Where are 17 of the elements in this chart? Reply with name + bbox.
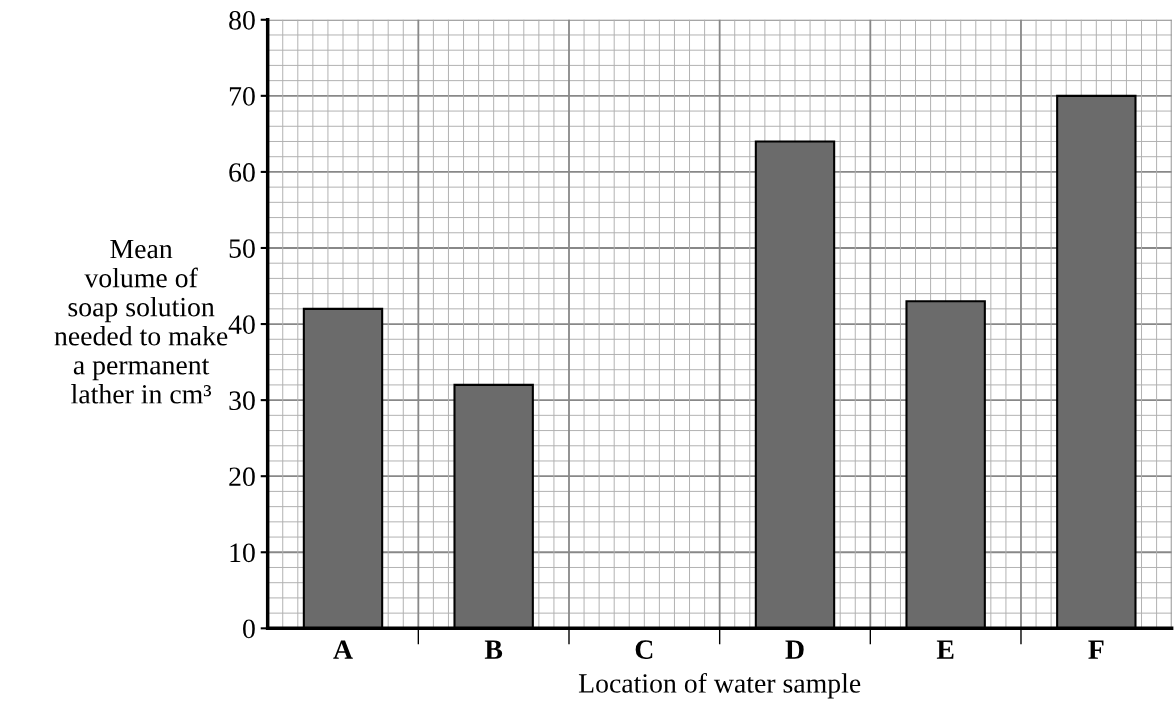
- x-tick-label: A: [333, 640, 353, 659]
- y-tick-label: 70: [229, 87, 255, 106]
- x-axis-title: Location of water sample: [578, 672, 861, 699]
- y-tick-label: 20: [229, 467, 255, 487]
- y-tick-label: 60: [229, 163, 255, 182]
- x-tick-label: F: [1088, 640, 1104, 659]
- x-tick-label: C: [635, 640, 653, 659]
- y-tick-label: 0: [243, 619, 255, 639]
- x-tick-label: B: [484, 640, 503, 659]
- x-tick-label: E: [936, 640, 954, 659]
- x-tick-label: D: [785, 640, 804, 659]
- y-tick-label: 30: [229, 391, 255, 411]
- y-tick-label: 40: [228, 315, 255, 334]
- y-tick-label: 50: [229, 239, 255, 258]
- y-axis-title: Mean volume of soap solution needed to make a permanent lather in cm³: [54, 239, 228, 404]
- y-tick-label: 80: [229, 10, 255, 30]
- y-tick-label: 10: [230, 543, 255, 563]
